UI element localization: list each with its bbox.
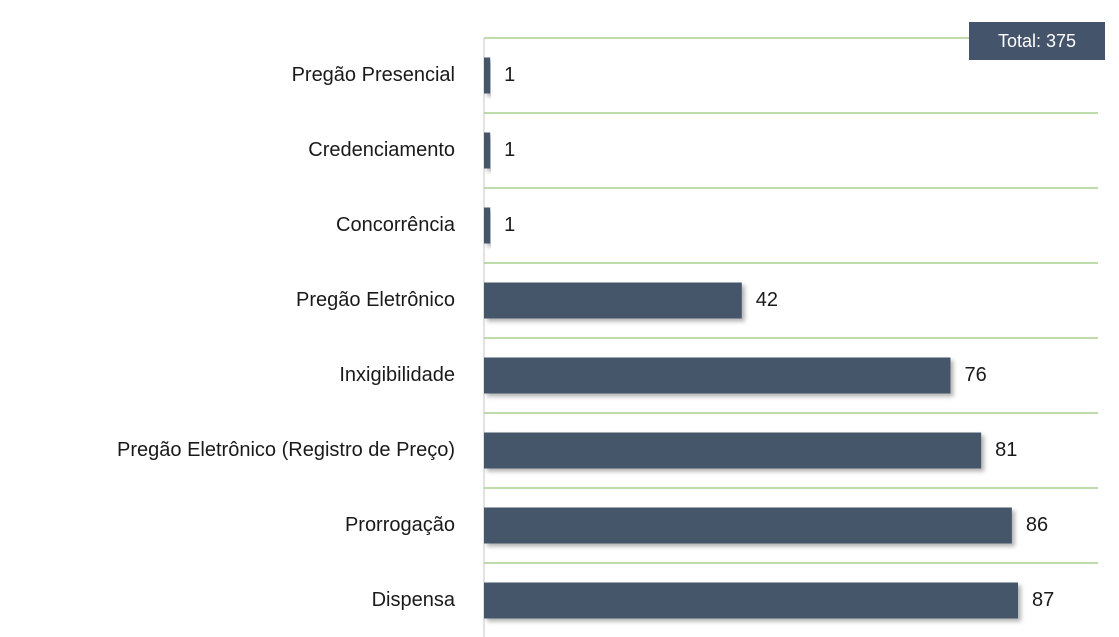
- value-label: 76: [964, 364, 986, 386]
- category-label: Credenciamento: [308, 139, 455, 161]
- annotation-box: [969, 22, 1105, 60]
- category-label: Inxigibilidade: [339, 364, 455, 386]
- category-label: Pregão Presencial: [292, 64, 455, 86]
- bar: [484, 507, 1012, 544]
- category-label: Pregão Eletrônico (Registro de Preço): [117, 439, 455, 461]
- category-label: Dispensa: [372, 589, 456, 611]
- category-label: Prorrogação: [345, 514, 455, 536]
- category-label: Pregão Eletrônico: [296, 289, 455, 311]
- value-label: 81: [995, 439, 1017, 461]
- value-label: 1: [504, 214, 515, 236]
- bar: [484, 57, 491, 94]
- value-label: 42: [756, 289, 778, 311]
- annotation: Total: 375: [998, 31, 1076, 51]
- value-label: 1: [504, 64, 515, 86]
- value-label: 86: [1026, 514, 1048, 536]
- category-label: Concorrência: [336, 214, 456, 236]
- value-label: 1: [504, 139, 515, 161]
- value-label: 87: [1032, 589, 1054, 611]
- bar: [484, 132, 491, 169]
- bar: [484, 582, 1018, 619]
- bar: [484, 282, 742, 319]
- bar: [484, 432, 982, 469]
- bar: [484, 207, 491, 244]
- bar: [484, 357, 951, 394]
